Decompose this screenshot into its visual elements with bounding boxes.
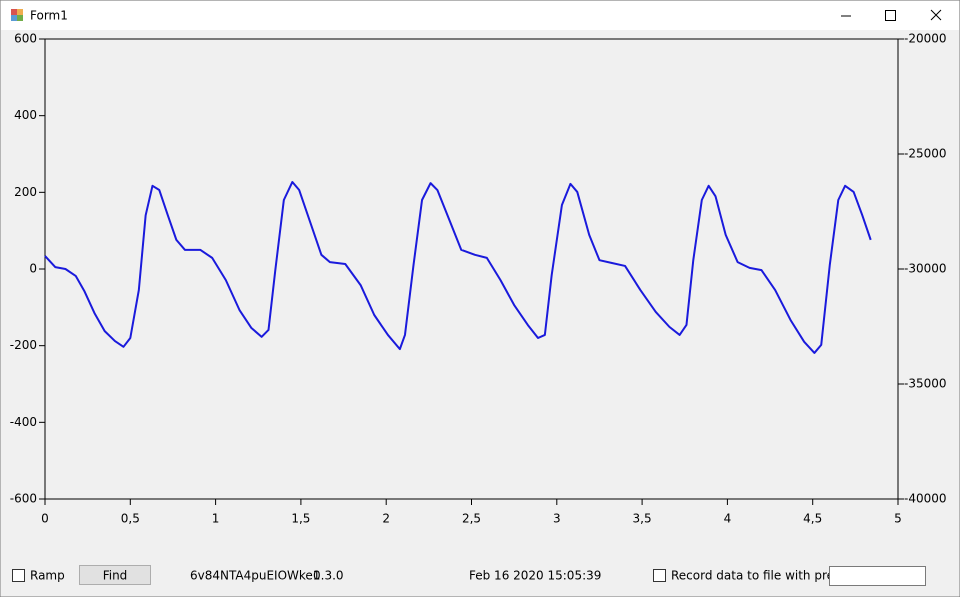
device-id: 6v84NTA4puEIOWke1 [190,569,320,583]
x-tick-label: 4 [724,512,732,526]
prefix-input[interactable] [829,566,926,586]
record-label[interactable]: Record data to file with prefix [671,569,849,583]
x-tick-label: 5 [894,512,902,526]
x-tick-label: 3 [553,512,561,526]
window-title: Form1 [30,9,68,23]
app-icon [11,9,23,21]
chart: -600 -400 -200 0 200 400 600 -40000 -35000 -30000… [10,32,947,526]
x-tick-label: 0 [41,512,49,526]
data-line [44,180,872,354]
x-tick-label: 2 [382,512,390,526]
ramp-label[interactable]: Ramp [30,569,65,583]
y2-tick-label: -40000 [904,492,947,506]
maximize-button[interactable] [885,10,896,21]
y-tick-label: 400 [14,108,37,122]
y-tick-label: -600 [10,492,37,506]
close-button[interactable] [930,9,942,21]
y2-tick-label: -20000 [904,32,947,46]
x-tick-label: 1,5 [291,512,310,526]
y2-tick-label: -35000 [904,377,947,391]
y-tick-label: 0 [29,262,37,276]
y-tick-label: -200 [10,338,37,352]
timestamp: Feb 16 2020 15:05:39 [469,569,601,583]
x-tick-label: 0,5 [121,512,140,526]
x-tick-label: 2,5 [462,512,481,526]
y-tick-label: -400 [10,415,37,429]
ramp-checkbox[interactable] [12,569,25,582]
find-button[interactable] [79,565,151,585]
y2-tick-label: -30000 [904,262,947,276]
plot-area [44,38,899,500]
x-tick-label: 3,5 [633,512,652,526]
title-bar [1,1,959,30]
find-button-label[interactable]: Find [103,569,128,583]
y-tick-label: 200 [14,185,37,199]
version: 0.3.0 [313,569,344,583]
x-tick-label: 1 [212,512,220,526]
y2-tick-label: -25000 [904,147,947,161]
x-tick-label: 4,5 [803,512,822,526]
record-checkbox[interactable] [653,569,666,582]
y-tick-label: 600 [14,32,37,46]
